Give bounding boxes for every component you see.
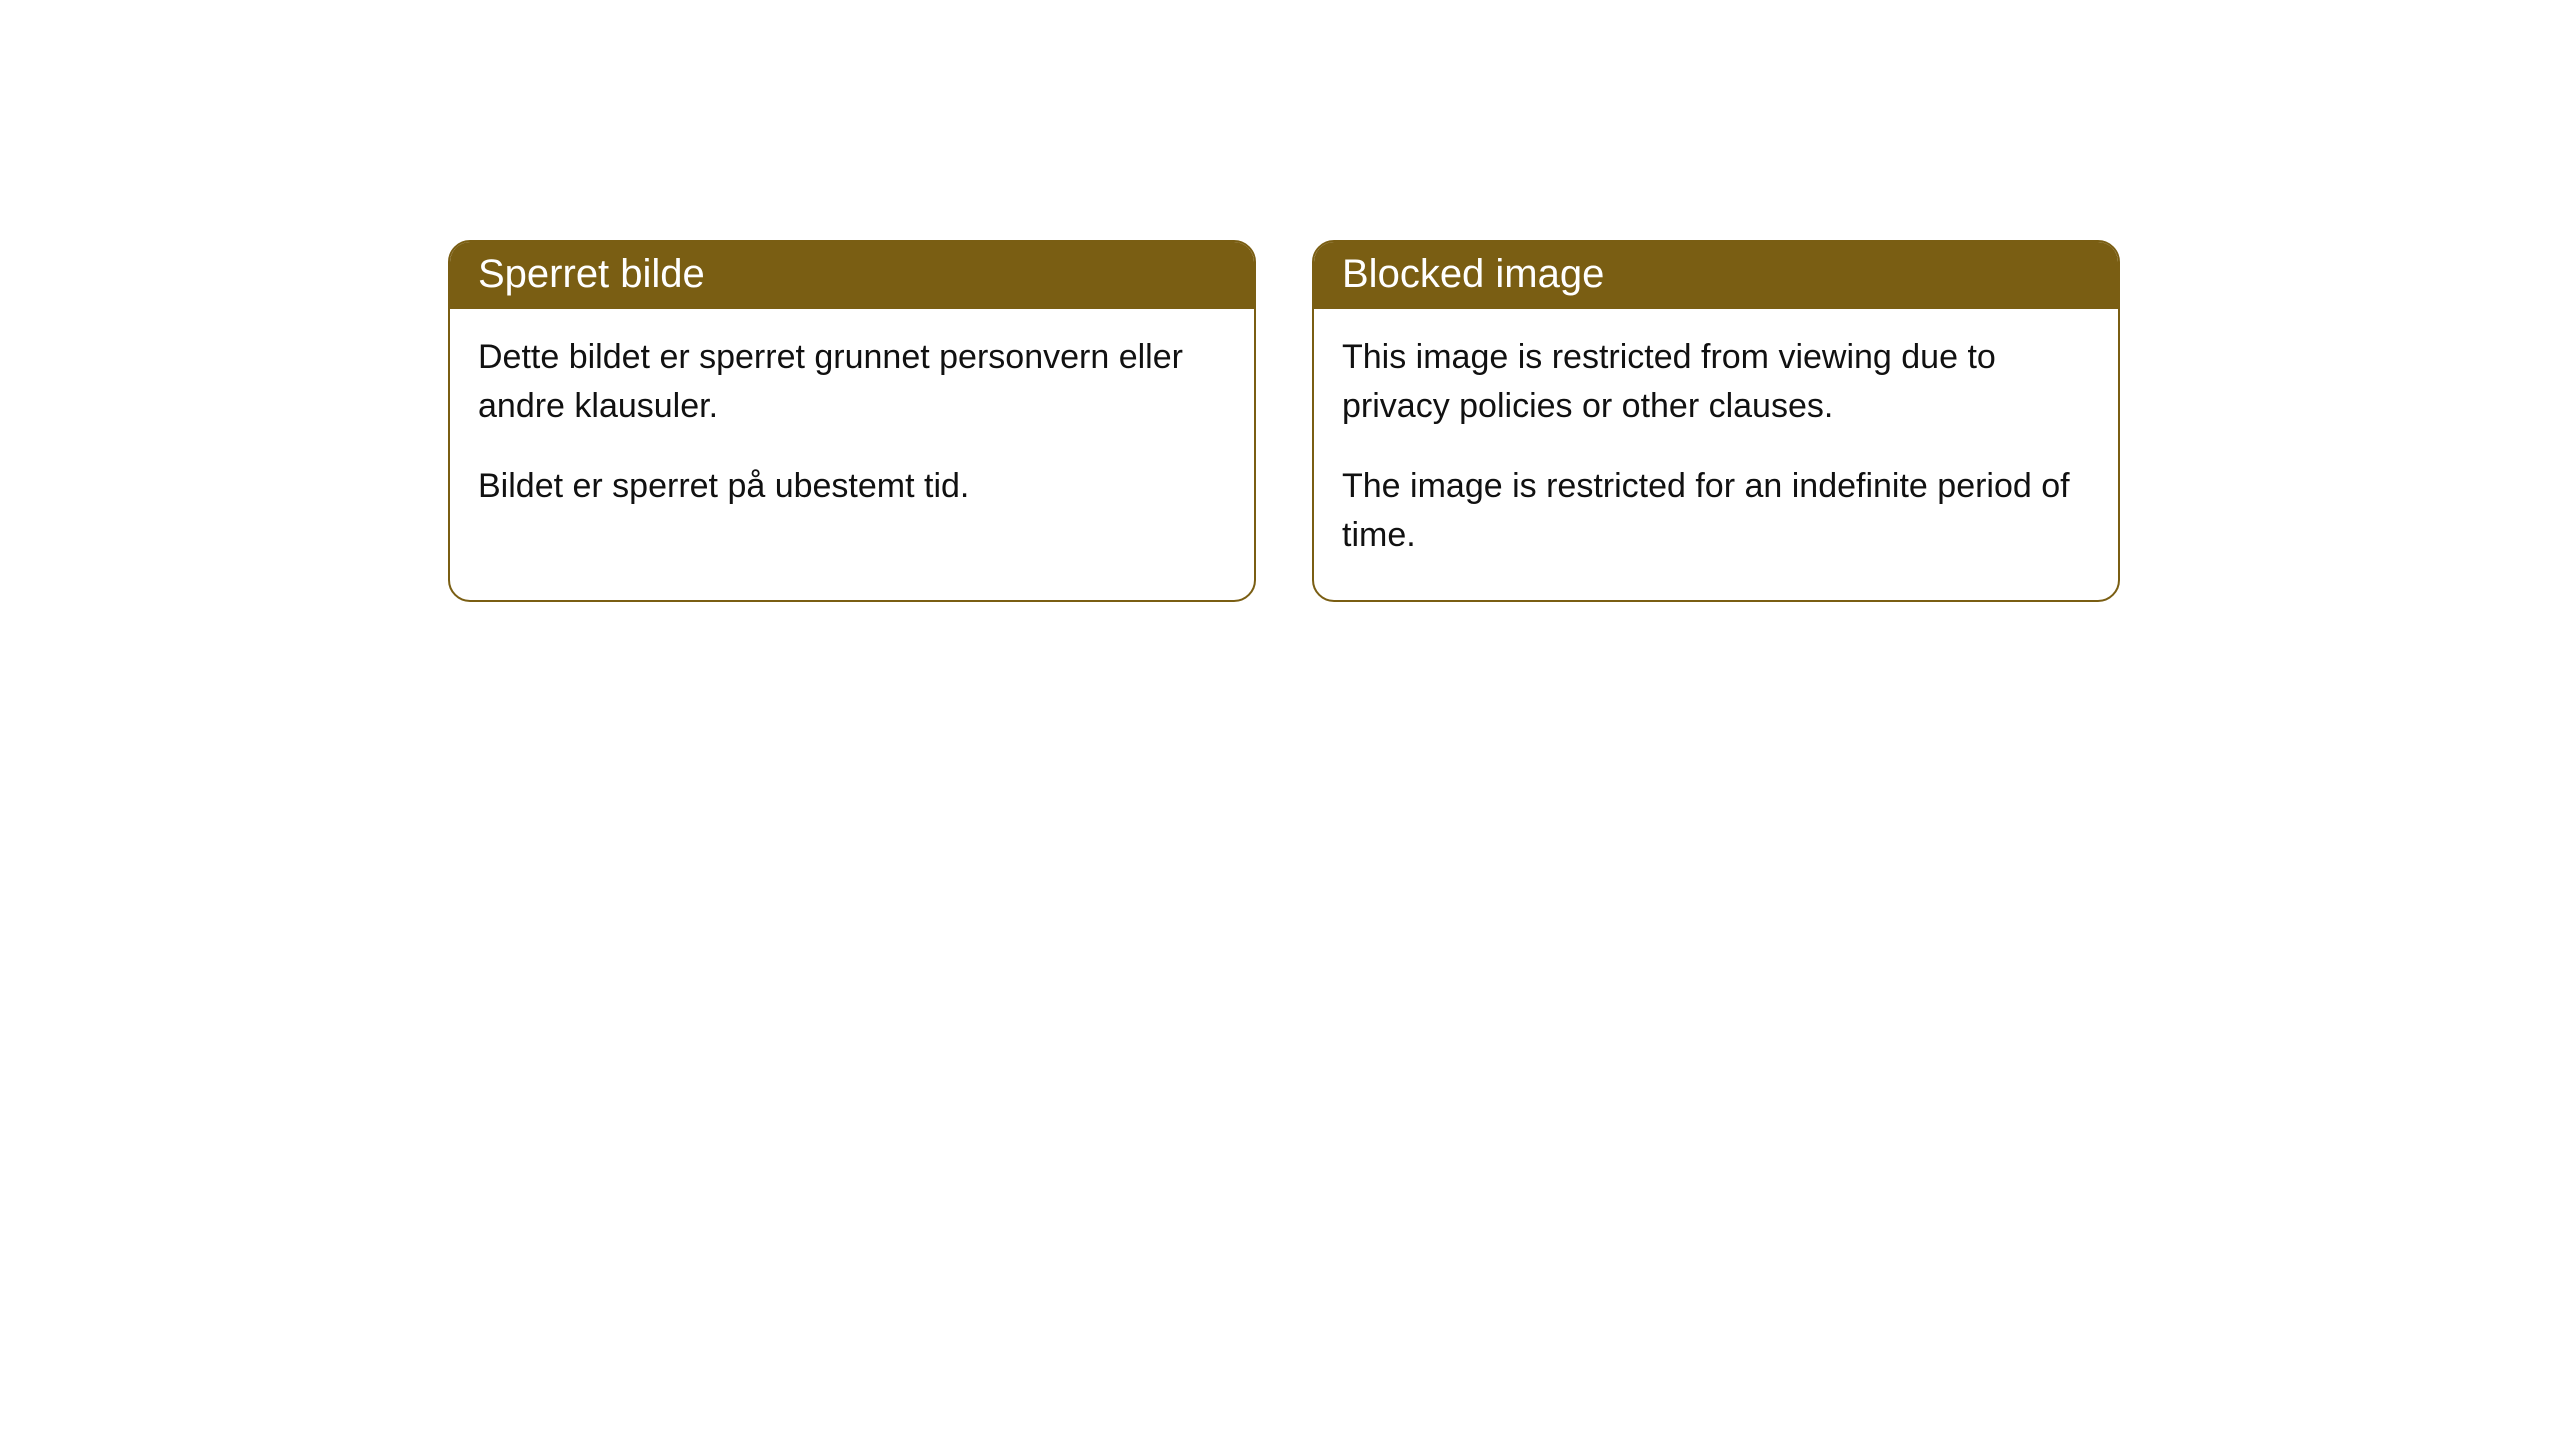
card-header-english: Blocked image xyxy=(1314,242,2118,309)
card-header-norwegian: Sperret bilde xyxy=(450,242,1254,309)
card-norwegian: Sperret bilde Dette bildet er sperret gr… xyxy=(448,240,1256,602)
card-title: Sperret bilde xyxy=(478,252,705,296)
card-paragraph: Dette bildet er sperret grunnet personve… xyxy=(478,333,1226,432)
card-body-english: This image is restricted from viewing du… xyxy=(1314,309,2118,600)
card-english: Blocked image This image is restricted f… xyxy=(1312,240,2120,602)
card-paragraph: This image is restricted from viewing du… xyxy=(1342,333,2090,432)
card-body-norwegian: Dette bildet er sperret grunnet personve… xyxy=(450,309,1254,551)
card-paragraph: Bildet er sperret på ubestemt tid. xyxy=(478,462,1226,511)
card-paragraph: The image is restricted for an indefinit… xyxy=(1342,462,2090,561)
cards-container: Sperret bilde Dette bildet er sperret gr… xyxy=(448,240,2560,602)
card-title: Blocked image xyxy=(1342,252,1604,296)
